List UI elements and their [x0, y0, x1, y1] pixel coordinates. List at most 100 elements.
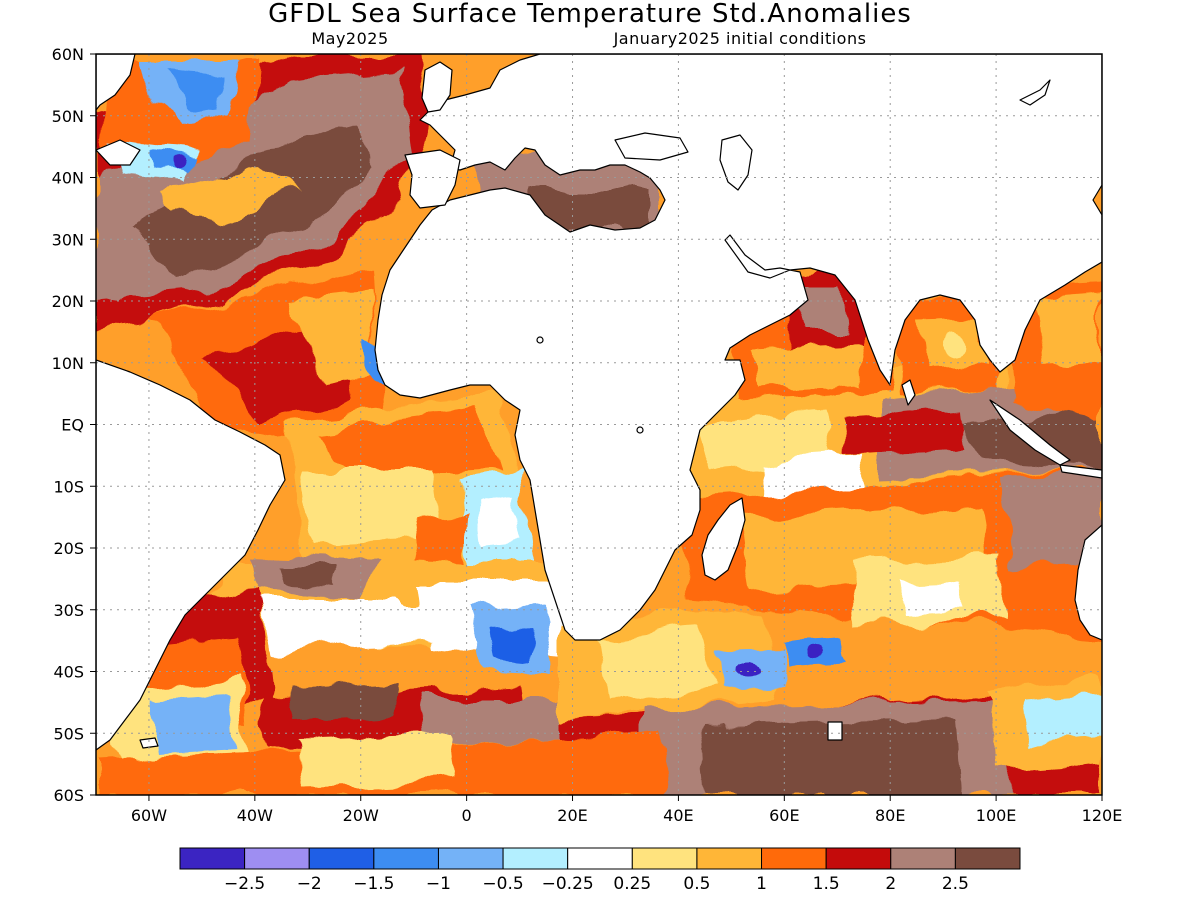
kerguelen-island: [827, 721, 843, 741]
lon-tick-label: 60W: [131, 806, 167, 825]
valid-month: May2025: [311, 29, 388, 48]
lat-tick-label: 20N: [52, 292, 84, 311]
colorbar-swatch: [890, 847, 956, 870]
anomaly-field: [96, 54, 1102, 795]
map-area: [96, 54, 1102, 795]
anomaly-region: [175, 155, 189, 169]
lat-tick-label: 60N: [52, 45, 84, 64]
lon-tick-label: 40W: [237, 806, 273, 825]
anomaly-region: [750, 345, 865, 390]
anomaly-region: [941, 331, 969, 359]
java: [1059, 464, 1102, 479]
anomaly-region: [900, 578, 962, 612]
anomaly-region: [1020, 695, 1102, 745]
colorbar-label: 1.5: [813, 874, 840, 894]
lon-tick-label: 20E: [557, 806, 587, 825]
colorbar-label: 0.5: [683, 874, 710, 894]
anomaly-region: [260, 600, 450, 650]
colorbar-swatch: [502, 847, 569, 870]
lat-tick-label: 20S: [53, 539, 84, 558]
africa-eurasia-landmass: [374, 54, 1102, 641]
land: [96, 54, 1102, 751]
anomaly-region: [170, 70, 225, 115]
colorbar-label: 1: [756, 874, 767, 894]
colorbar-swatch: [308, 847, 375, 870]
colorbar-label: 2: [885, 874, 896, 894]
anomaly-region: [150, 695, 235, 755]
colorbar-swatch: [179, 847, 246, 870]
anomaly-region: [530, 190, 650, 225]
island: [636, 426, 644, 434]
lat-tick-label: 10N: [52, 354, 84, 373]
colorbar-label: 0.25: [613, 874, 651, 894]
lat-tick-label: EQ: [61, 416, 84, 435]
sri-lanka: [901, 379, 916, 406]
anomaly-region: [736, 661, 754, 679]
anomaly-region: [1000, 475, 1102, 565]
anomaly-region: [320, 410, 500, 480]
newfoundland: [96, 139, 141, 166]
anomaly-region: [600, 630, 720, 700]
colorbar-swatch: [244, 847, 310, 870]
anomaly-region: [480, 495, 520, 545]
initial-conditions: January2025 initial conditions: [613, 29, 867, 48]
colorbar-label: −2: [297, 874, 322, 894]
lon-tick-label: 20W: [343, 806, 379, 825]
colorbar-swatch: [696, 847, 763, 870]
colorbar-label: −2.5: [224, 874, 265, 894]
colorbar-swatch: [631, 847, 698, 870]
island: [536, 336, 544, 344]
lon-tick-label: 60E: [769, 806, 799, 825]
lat-tick-label: 50N: [52, 107, 84, 126]
lat-tick-label: 30S: [53, 601, 84, 620]
anomaly-region: [1040, 295, 1100, 365]
anomaly-region: [290, 290, 375, 380]
sumatra: [989, 399, 1071, 466]
falkland-islands: [139, 737, 159, 749]
anomaly-region: [300, 470, 440, 545]
lon-tick-label: 120E: [1082, 806, 1123, 825]
colorbar: −2.5 −2 −1.5 −1 −0.5 −0.25 0.25 0.5 1 1.5 2 2.5: [179, 847, 1021, 894]
anomaly-region: [808, 645, 822, 659]
colorbar-swatch: [761, 847, 827, 870]
colorbar-swatch: [567, 847, 633, 870]
lon-tick-label: 100E: [976, 806, 1017, 825]
lat-tick-label: 60S: [53, 786, 84, 805]
lon-tick-label: 0: [462, 806, 472, 825]
lat-tick-label: 30N: [52, 230, 84, 249]
british-isles: [421, 61, 453, 113]
colorbar-swatch: [437, 847, 504, 870]
caspian-sea: [719, 134, 753, 191]
colorbar-label: 2.5: [942, 874, 969, 894]
anomaly-region: [410, 515, 470, 560]
madagascar: [701, 497, 746, 581]
anomaly-region: [840, 410, 965, 455]
colorbar-swatch: [373, 847, 439, 870]
iberia: [404, 149, 461, 209]
north-america: [96, 54, 136, 111]
lat-tick-label: 10S: [53, 477, 84, 496]
colorbar-label: −0.5: [482, 874, 523, 894]
latitude-axis: 60N 50N 40N 30N 20N 10N EQ 10S 20S 30S 40S 50S 60S: [52, 45, 96, 805]
anomaly-region: [300, 735, 455, 785]
south-america: [96, 359, 286, 751]
anomaly-region: [700, 720, 965, 795]
lat-tick-label: 40S: [53, 663, 84, 682]
lon-tick-label: 40E: [663, 806, 693, 825]
black-sea: [614, 132, 689, 161]
colorbar-label: −1.5: [353, 874, 394, 894]
lon-tick-label: 80E: [875, 806, 905, 825]
lat-tick-label: 40N: [52, 169, 84, 188]
anomaly-region: [160, 165, 300, 220]
graticule: [96, 54, 1102, 795]
anomaly-region: [490, 628, 532, 665]
colorbar-swatch: [825, 847, 892, 870]
lat-tick-label: 50S: [53, 724, 84, 743]
colorbar-swatch: [954, 847, 1021, 870]
east-asia-island: [1019, 79, 1051, 106]
anomaly-region: [280, 565, 340, 585]
longitude-axis: 60W 40W 20W 0 20E 40E 60E 80E 100E 120E: [131, 795, 1122, 825]
colorbar-label: −0.25: [542, 874, 594, 894]
map-title: GFDL Sea Surface Temperature Std.Anomali…: [268, 0, 912, 29]
